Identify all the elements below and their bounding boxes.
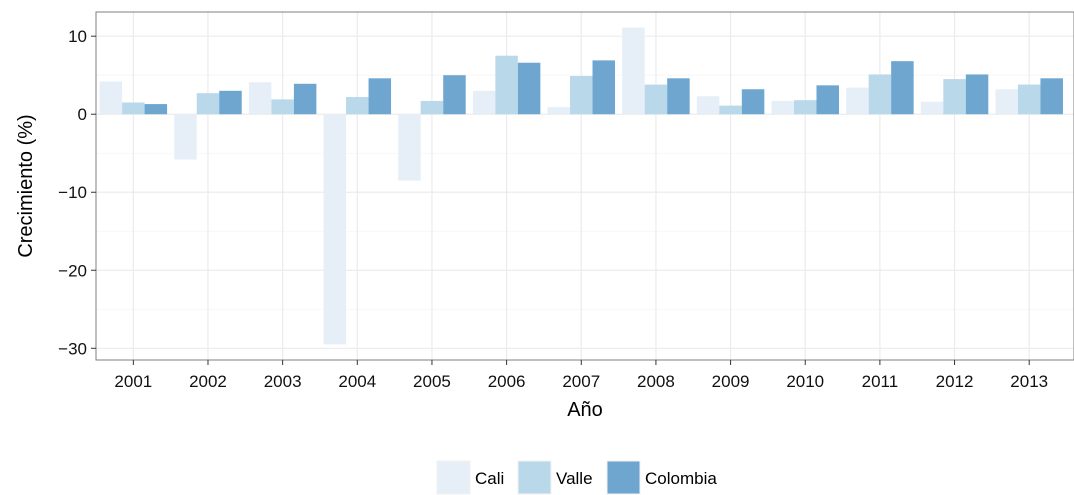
bar-colombia-2012	[965, 74, 989, 115]
bar-colombia-2011	[891, 61, 914, 115]
x-axis: 2001 2002 2003 2004 2005 2006 2007 2008 2009 2010…	[114, 360, 1048, 391]
bar-valle-2012	[943, 79, 966, 115]
bar-valle-2003	[271, 99, 294, 115]
bar-valle-2010	[793, 100, 817, 115]
legend-swatch-colombia	[607, 461, 640, 494]
x-tick-label: 2003	[264, 372, 302, 391]
bar-cali-2013	[995, 89, 1018, 115]
bar-cali-2006	[472, 90, 496, 115]
legend-label-colombia: Colombia	[645, 469, 717, 488]
x-tick-label: 2009	[712, 372, 750, 391]
bar-valle-2004	[346, 97, 369, 115]
bars	[99, 27, 1063, 345]
x-tick-label: 2005	[413, 372, 451, 391]
x-tick-label: 2010	[786, 372, 824, 391]
bar-valle-2009	[719, 105, 742, 115]
bar-cali-2008	[622, 27, 645, 115]
legend: Cali Valle Colombia	[435, 459, 717, 495]
bar-colombia-2009	[741, 89, 765, 115]
bar-cali-2010	[771, 100, 794, 115]
y-tick-label: −30	[58, 339, 87, 358]
legend-label-valle: Valle	[556, 469, 593, 488]
bar-colombia-2010	[816, 85, 839, 115]
bar-valle-2008	[644, 84, 668, 115]
x-tick-label: 2001	[114, 372, 152, 391]
grid-lines	[96, 12, 1074, 360]
bar-colombia-2006	[517, 62, 541, 115]
x-tick-label: 2008	[637, 372, 675, 391]
x-tick-label: 2002	[189, 372, 227, 391]
bar-valle-2006	[495, 55, 518, 115]
bar-valle-2002	[196, 93, 220, 115]
bar-colombia-2001	[144, 104, 168, 115]
plot-border	[95, 11, 1074, 361]
bar-cali-2003	[248, 82, 272, 115]
bar-valle-2005	[420, 100, 444, 115]
x-tick-label: 2012	[936, 372, 974, 391]
bar-colombia-2007	[592, 60, 616, 115]
x-axis-title: Año	[567, 399, 603, 421]
bar-colombia-2003	[293, 83, 317, 115]
bar-cali-2005	[398, 114, 421, 181]
y-tick-label: 0	[78, 105, 87, 124]
x-tick-label: 2011	[862, 372, 899, 391]
plot-panel	[95, 11, 1074, 361]
bar-valle-2001	[122, 102, 145, 115]
y-tick-label: 10	[68, 27, 87, 46]
y-axis-title: Crecimiento (%)	[15, 114, 37, 257]
bar-valle-2007	[570, 75, 593, 115]
bar-cali-2007	[547, 107, 571, 115]
bar-cali-2009	[696, 96, 720, 115]
legend-label-cali: Cali	[475, 469, 504, 488]
bar-cali-2012	[920, 101, 944, 115]
bar-valle-2013	[1017, 84, 1041, 115]
bar-cali-2001	[99, 81, 123, 115]
x-tick-label: 2013	[1010, 372, 1048, 391]
y-tick-label: −20	[58, 261, 87, 280]
x-tick-label: 2007	[562, 372, 600, 391]
bar-colombia-2005	[443, 75, 466, 115]
legend-swatch-cali	[437, 461, 470, 494]
x-tick-label: 2006	[488, 372, 526, 391]
bar-valle-2011	[868, 74, 892, 115]
bar-cali-2002	[174, 114, 197, 160]
bar-colombia-2013	[1040, 78, 1063, 115]
bar-colombia-2008	[667, 78, 690, 115]
legend-swatch-valle	[518, 461, 551, 494]
bar-cali-2011	[846, 87, 869, 115]
bar-colombia-2004	[368, 78, 392, 115]
y-axis: 10 0 −10 −20 −30	[58, 27, 96, 358]
bar-colombia-2002	[219, 90, 242, 115]
x-tick-label: 2004	[338, 372, 376, 391]
bar-cali-2004	[323, 114, 347, 345]
y-tick-label: −10	[58, 183, 87, 202]
